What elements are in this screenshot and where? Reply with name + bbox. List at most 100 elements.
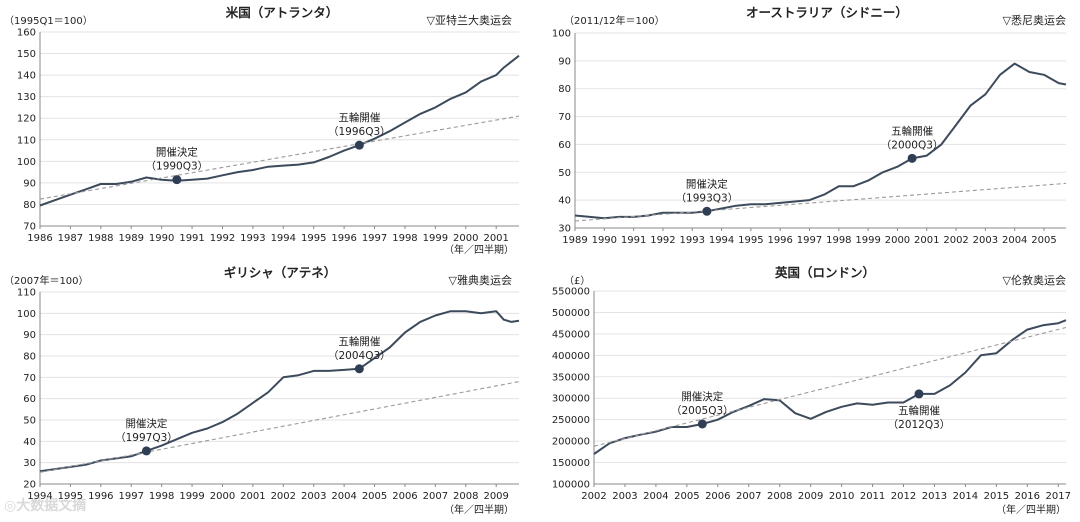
annotation-label: 五輪開催 [338, 111, 380, 124]
y-tick-label: 30 [558, 224, 571, 235]
annotation-sublabel: （2004Q3） [328, 350, 391, 362]
x-tick-label: 2001 [914, 235, 939, 246]
watermark: ◎大数据文摘 [4, 497, 86, 514]
x-tick-label: 2016 [1015, 491, 1040, 502]
x-tick-label: 1992 [650, 235, 675, 246]
chart-title: オーストラリア（シドニー） [746, 5, 908, 20]
x-tick-label: 1987 [58, 233, 83, 244]
y-tick-label: 40 [23, 437, 36, 448]
y-tick-label: 100 [17, 157, 36, 168]
x-tick-label: 2001 [483, 233, 508, 244]
x-tick-label: 1986 [27, 233, 52, 244]
x-tick-label: 2013 [922, 491, 947, 502]
y-tick-label: 110 [17, 288, 36, 299]
y-tick-label: 140 [17, 71, 36, 82]
x-tick-label: 2004 [1002, 235, 1027, 246]
annotation-label: 開催決定 [156, 146, 198, 159]
chart-panel-2: オーストラリア（シドニー） ▽悉尼奥运会 （2011/12年＝100） 30 40 50 6… [552, 5, 1067, 246]
series-line [593, 319, 1067, 455]
x-tick-label: 1997 [119, 491, 144, 502]
y-tick-label: 70 [23, 222, 36, 233]
x-tick-label: 1997 [797, 235, 822, 246]
chart-legend: ▽悉尼奥运会 [1003, 13, 1066, 27]
chart-panel-4: 英国（ロンドン） ▽伦敦奥运会 （£） （年／四半期） 100000 150000 2000… [552, 265, 1071, 516]
chart-legend: ▽雅典奥运会 [449, 273, 512, 287]
x-tick-label: 1988 [88, 233, 113, 244]
x-tick-label: 2008 [453, 491, 478, 502]
x-tick-label: 2011 [860, 491, 885, 502]
y-tick-label: 450000 [552, 329, 590, 340]
x-tick-label: 2000 [210, 491, 235, 502]
annotation-label: 五輪開催 [891, 124, 933, 137]
x-tick-label: 2003 [973, 235, 998, 246]
series-line [574, 62, 1067, 220]
annotation-label: 開催決定 [686, 177, 728, 190]
annotation-sublabel: （1997Q3） [115, 432, 178, 444]
annotation-label: 開催決定 [681, 390, 723, 403]
x-tick-label: 1999 [423, 233, 448, 244]
x-tick-label: 1999 [855, 235, 880, 246]
x-axis-unit: （年／四半期） [444, 503, 514, 516]
x-tick-label: 1990 [592, 235, 617, 246]
x-tick-label: 1991 [621, 235, 646, 246]
x-tick-label: 2000 [453, 233, 478, 244]
y-axis-unit: （2007年＝100） [4, 274, 89, 287]
x-tick-label: 1998 [392, 233, 417, 244]
x-tick-label: 2005 [674, 491, 699, 502]
x-tick-label: 2005 [362, 491, 387, 502]
chart-legend: ▽亚特兰大奥运会 [427, 13, 512, 27]
annotation-sublabel: （1990Q3） [146, 161, 209, 173]
x-axis-unit: （年／四半期） [996, 503, 1066, 516]
x-tick-label: 1998 [826, 235, 851, 246]
series-line [39, 54, 520, 207]
y-tick-label: 60 [558, 140, 571, 151]
y-tick-label: 250000 [552, 415, 590, 426]
y-tick-label: 400000 [552, 351, 590, 362]
x-tick-label: 1992 [210, 233, 235, 244]
x-tick-label: 1996 [88, 491, 113, 502]
event-marker [354, 364, 364, 374]
x-tick-label: 2014 [953, 491, 978, 502]
annotation-label: 五輪開催 [338, 335, 380, 348]
series-line [39, 310, 520, 473]
annotation-sublabel: （2012Q3） [888, 419, 951, 431]
y-tick-label: 30 [23, 458, 36, 469]
y-tick-label: 60 [23, 394, 36, 405]
event-marker [907, 153, 917, 163]
x-tick-label: 2001 [240, 491, 265, 502]
event-marker [914, 389, 924, 399]
y-tick-label: 20 [23, 480, 36, 491]
chart-panel-1: 米国（アトランタ） ▽亚特兰大奥运会 （1995Q1＝100） （年／四半期） 70 80… [4, 5, 520, 256]
y-tick-label: 100 [17, 309, 36, 320]
x-tick-label: 1994 [271, 233, 296, 244]
x-tick-label: 2005 [1031, 235, 1056, 246]
y-tick-label: 70 [558, 112, 571, 123]
y-tick-label: 550000 [552, 287, 590, 298]
y-tick-label: 350000 [552, 372, 590, 383]
y-tick-label: 90 [23, 178, 36, 189]
y-tick-label: 90 [558, 56, 571, 67]
x-tick-label: 2012 [891, 491, 916, 502]
x-axis-unit: （年／四半期） [444, 243, 514, 256]
y-tick-label: 300000 [552, 394, 590, 405]
x-tick-label: 1998 [149, 491, 174, 502]
event-marker [354, 140, 364, 150]
event-marker [697, 419, 707, 429]
x-tick-label: 2015 [984, 491, 1009, 502]
x-tick-label: 1997 [362, 233, 387, 244]
x-tick-label: 2006 [705, 491, 730, 502]
y-tick-label: 150 [17, 49, 36, 60]
x-tick-label: 2010 [829, 491, 854, 502]
y-axis-unit: （£） [564, 275, 590, 287]
chart-legend: ▽伦敦奥运会 [1003, 273, 1066, 287]
x-tick-label: 1994 [709, 235, 734, 246]
event-marker [172, 175, 182, 185]
x-tick-label: 2002 [271, 491, 296, 502]
y-tick-label: 150000 [552, 458, 590, 469]
trend-line [39, 381, 520, 473]
y-tick-label: 50 [23, 416, 36, 427]
x-tick-label: 1989 [562, 235, 587, 246]
chart-panel-3: ギリシャ（アテネ） ▽雅典奥运会 （2007年＝100） （年／四半期） 20 30 40 5… [4, 265, 520, 516]
y-tick-label: 80 [558, 84, 571, 95]
